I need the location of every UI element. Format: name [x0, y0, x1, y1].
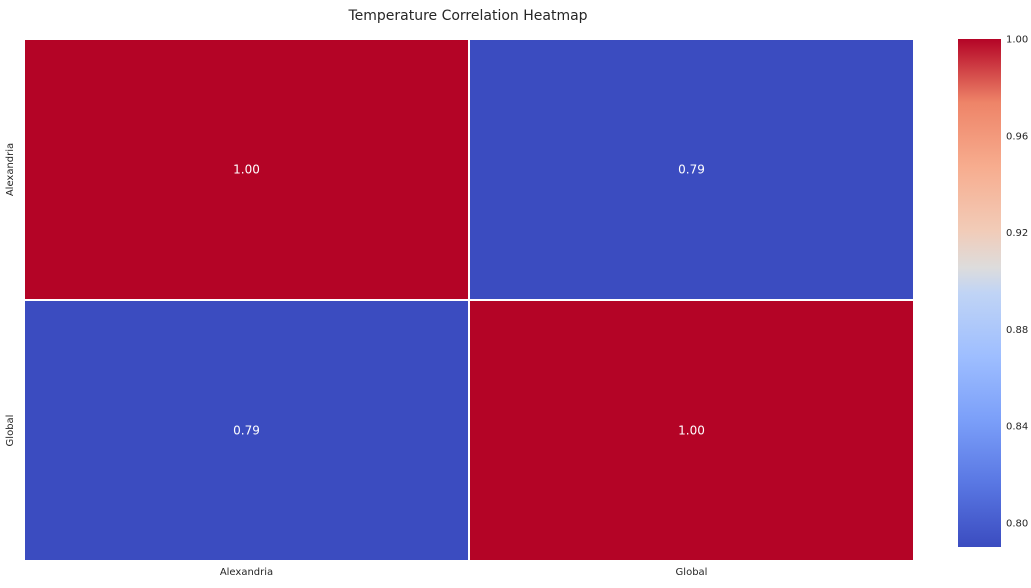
- colorbar-gradient: [958, 39, 1001, 547]
- colorbar-tick-label: 1.00: [1006, 35, 1028, 46]
- cell-annotation-0-1: 0.79: [678, 163, 705, 177]
- colorbar-tick-label: 0.80: [1006, 518, 1028, 529]
- y-tick-label: Global: [5, 415, 16, 447]
- y-tick-label: Alexandria: [5, 143, 16, 196]
- x-tick-label: Global: [676, 567, 708, 578]
- y-tick-labels: Alexandria Global: [5, 143, 16, 447]
- heatmap-cells: [23, 38, 915, 562]
- colorbar-tick-label: 0.92: [1006, 228, 1028, 239]
- colorbar: 0.80 0.84 0.88 0.92 0.96 1.00: [958, 35, 1028, 547]
- x-tick-label: Alexandria: [220, 567, 273, 578]
- cell-annotation-1-1: 1.00: [678, 424, 705, 438]
- heatmap-cell-0-1: [468, 38, 915, 301]
- heatmap-annotations: 1.00 0.79 0.79 1.00: [233, 163, 705, 438]
- colorbar-tick-label: 0.84: [1006, 422, 1028, 433]
- heatmap-cell-1-0: [23, 299, 470, 562]
- colorbar-tick-label: 0.88: [1006, 325, 1028, 336]
- colorbar-tick-label: 0.96: [1006, 131, 1028, 142]
- cell-annotation-0-0: 1.00: [233, 163, 260, 177]
- x-tick-labels: Alexandria Global: [220, 567, 708, 578]
- cell-annotation-1-0: 0.79: [233, 424, 260, 438]
- heatmap-cell-1-1: [468, 299, 915, 562]
- heatmap-cell-0-0: [23, 38, 470, 301]
- colorbar-tick-labels: 0.80 0.84 0.88 0.92 0.96 1.00: [1006, 35, 1028, 530]
- chart-title: Temperature Correlation Heatmap: [347, 8, 587, 24]
